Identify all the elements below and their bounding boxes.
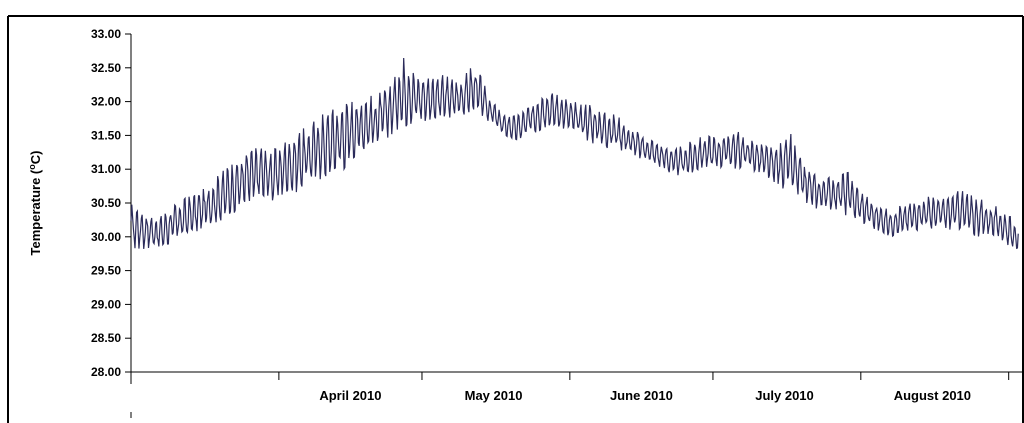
y-axis-title: Temperature (oC) [27, 151, 43, 256]
x-axis-ticks: April 2010 May 2010 June 2010 July 2010 Augu… [278, 372, 1010, 403]
x-month-label: July 2010 [755, 388, 814, 403]
series-group [130, 57, 1019, 250]
x-month-label: April 2010 [319, 388, 381, 403]
y-tick-label: 31.00 [91, 162, 121, 176]
y-tick-label: 30.50 [91, 196, 121, 210]
y-tick-label: 33.00 [91, 27, 121, 41]
y-tick-label: 30.00 [91, 230, 121, 244]
y-tick-label: 32.00 [91, 95, 121, 109]
y-tick-label: 29.50 [91, 264, 121, 278]
y-tick-label: 28.50 [91, 331, 121, 345]
x-month-label: August 2010 [894, 388, 971, 403]
series-line-temperature [130, 57, 1019, 250]
y-tick-label: 28.00 [91, 365, 121, 379]
y-axis-title-text: Temperature ( [28, 169, 43, 255]
y-tick-label: 31.50 [91, 128, 121, 142]
x-month-label: May 2010 [465, 388, 523, 403]
y-tick-label: 32.50 [91, 61, 121, 75]
y-axis-title-unit: C) [28, 151, 43, 165]
x-month-label: June 2010 [610, 388, 673, 403]
y-axis-ticks: 28.00 28.50 29.00 29.50 30.00 30.50 31.00 31.50… [91, 27, 131, 379]
y-tick-label: 29.00 [91, 297, 121, 311]
y-axis-title-degree: o [27, 164, 37, 170]
